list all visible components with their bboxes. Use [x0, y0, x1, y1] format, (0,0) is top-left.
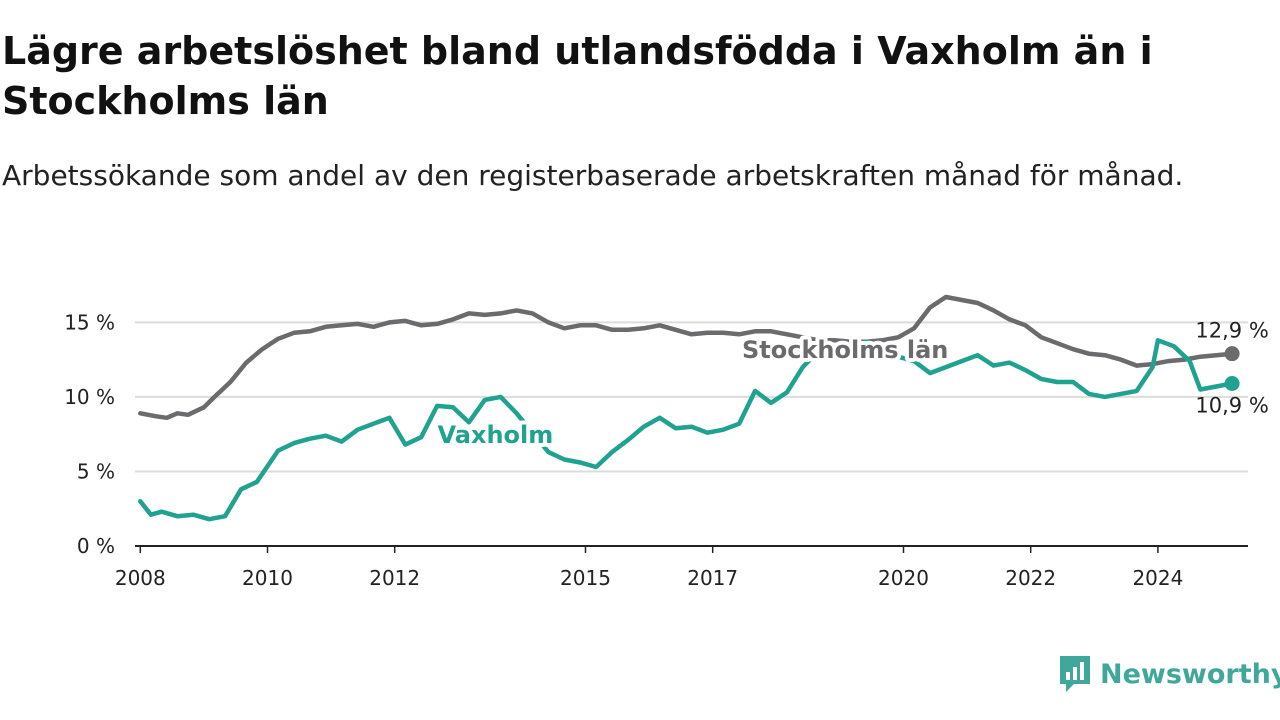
line-chart: 0 %5 %10 %15 % 2008 2010 2012 2015 2017 2020 2… [0, 0, 1280, 640]
y-tick-label: 15 % [64, 310, 115, 334]
series-label-stockholms-l-n: Stockholms län [742, 336, 948, 364]
series-line-stockholms-l-n [140, 297, 1232, 418]
series-endpoint-vaxholm [1225, 376, 1240, 391]
series-labels: Stockholms län Vaxholm [438, 336, 949, 449]
x-tick-label: 2024 [1132, 566, 1183, 590]
x-tick-label: 2012 [369, 566, 420, 590]
newsworthy-brand: Newsworthy [1058, 654, 1280, 694]
y-tick-label: 5 % [77, 459, 115, 483]
brand-name: Newsworthy [1100, 659, 1280, 690]
x-axis: 2008 2010 2012 2015 2017 2020 2022 2024 [115, 546, 1248, 590]
x-tick-label: 2022 [1005, 566, 1056, 590]
y-tick-label: 10 % [64, 385, 115, 409]
end-value-label: 10,9 % [1195, 393, 1268, 417]
newsworthy-logo-icon [1058, 654, 1092, 694]
x-tick-label: 2015 [560, 566, 611, 590]
x-tick-label: 2008 [115, 566, 166, 590]
x-tick-label: 2010 [242, 566, 293, 590]
y-tick-label: 0 % [77, 534, 115, 558]
series-lines: 12,9 % 10,9 % [140, 297, 1268, 519]
series-endpoint-stockholms-l-n [1225, 346, 1240, 361]
series-line-vaxholm [140, 340, 1232, 519]
x-tick-label: 2017 [687, 566, 738, 590]
series-label-vaxholm: Vaxholm [438, 421, 554, 449]
x-tick-label: 2020 [878, 566, 929, 590]
end-value-label: 12,9 % [1195, 319, 1268, 343]
